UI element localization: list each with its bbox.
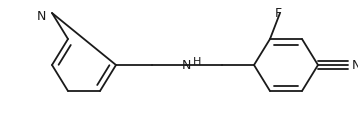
Text: F: F xyxy=(275,7,281,20)
Text: N: N xyxy=(352,59,358,72)
Text: N: N xyxy=(37,10,46,23)
Text: H: H xyxy=(193,56,201,66)
Text: N: N xyxy=(181,59,191,72)
